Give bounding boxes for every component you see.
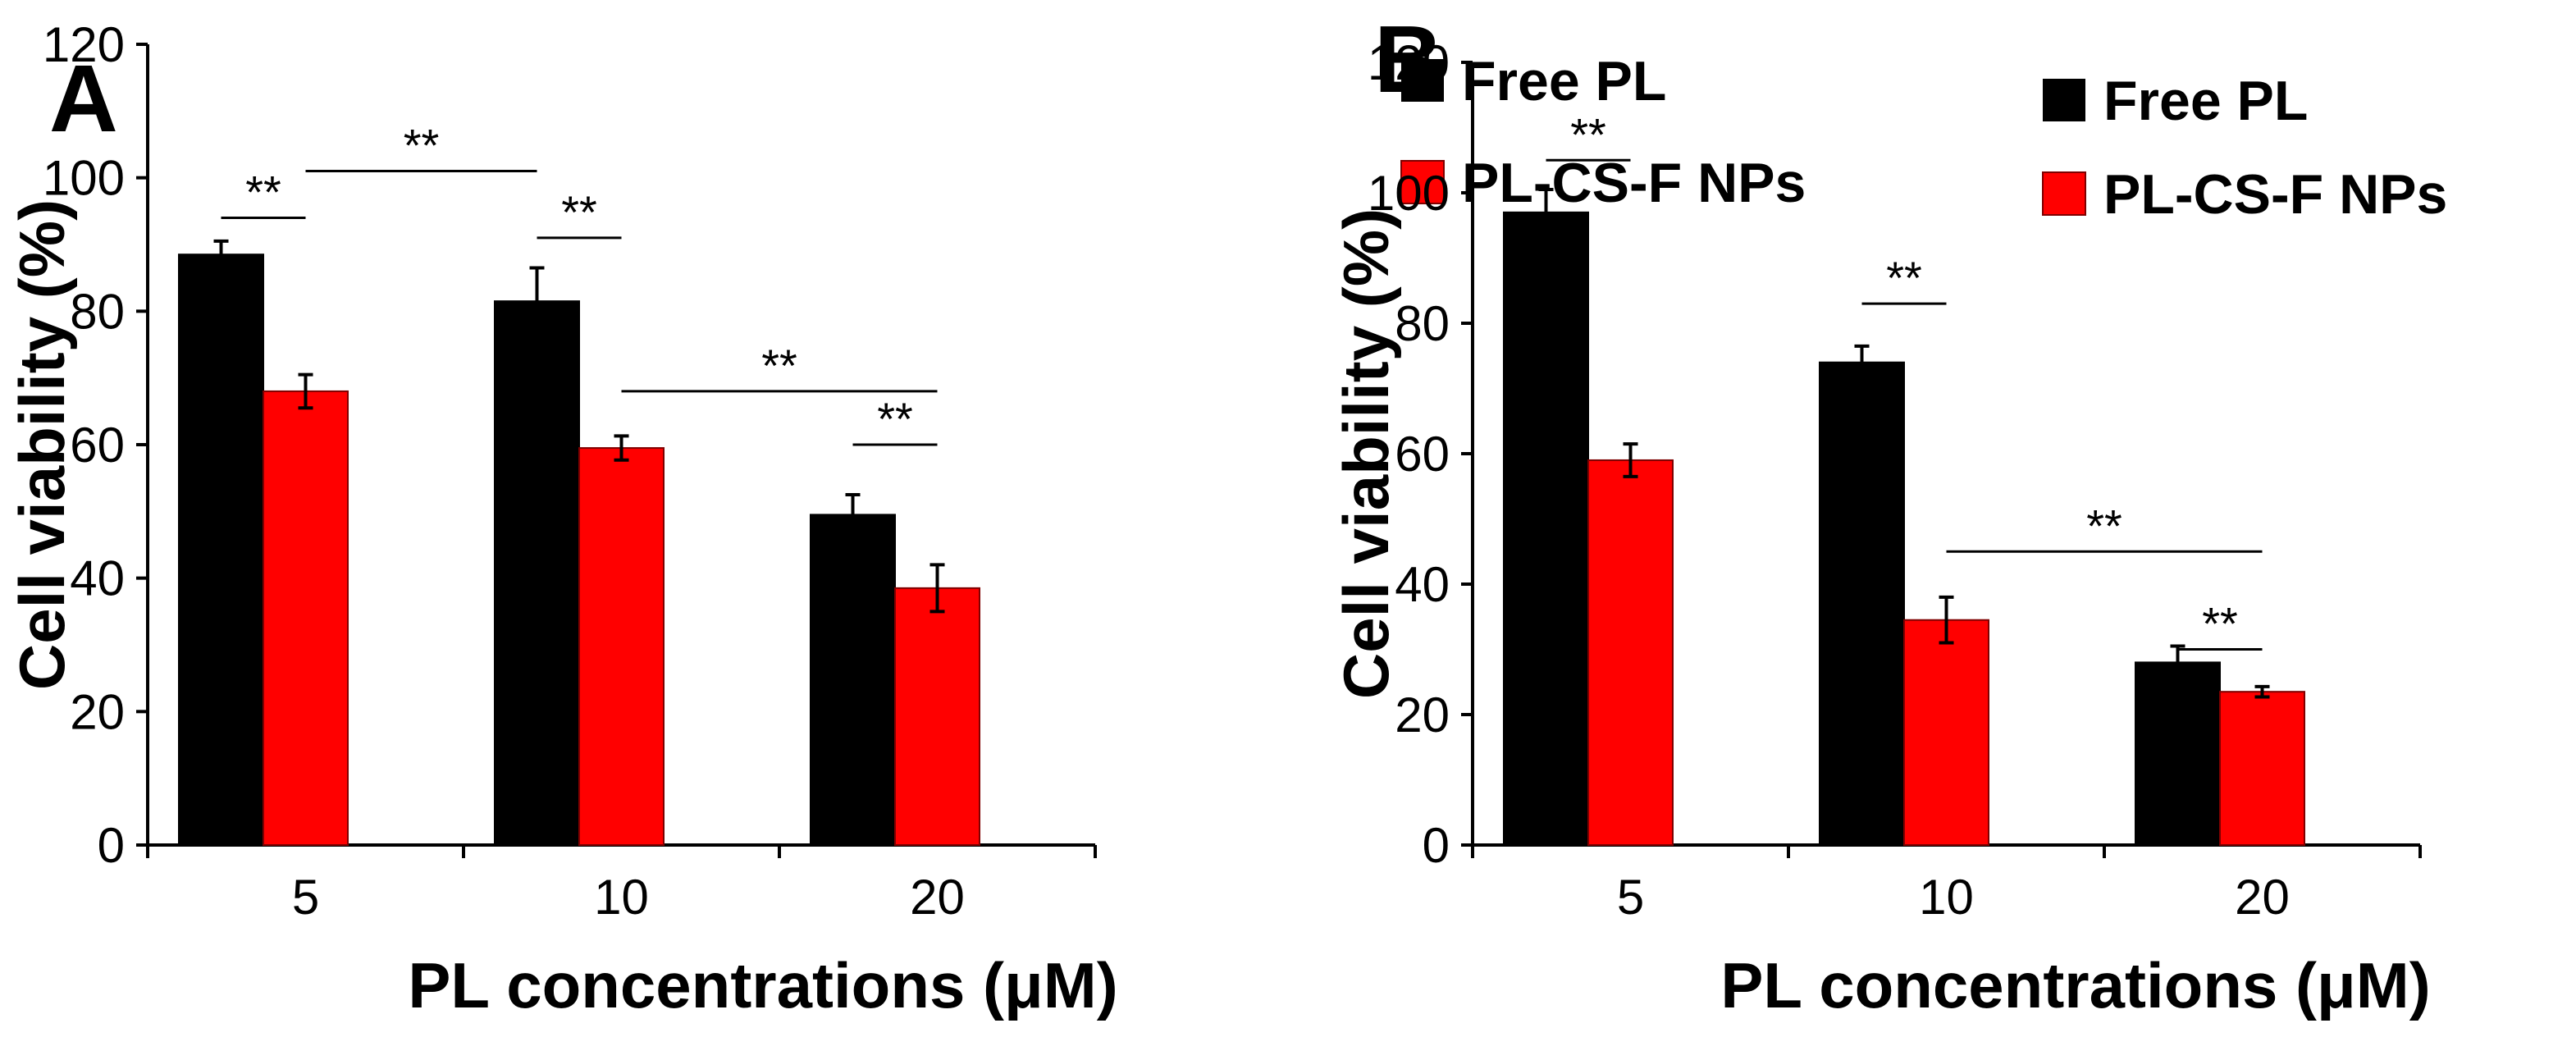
x-axis-title: PL concentrations (μM) xyxy=(1720,949,2430,1021)
significance-label: ** xyxy=(2086,500,2122,551)
y-tick-label: 20 xyxy=(70,684,125,739)
y-tick-label: 0 xyxy=(1423,818,1450,873)
legend-label-free-pl: Free PL xyxy=(1462,50,1666,112)
significance-label: ** xyxy=(1886,252,1922,304)
y-tick-label: 120 xyxy=(1368,35,1450,90)
y-tick-label: 60 xyxy=(70,418,125,473)
significance-label: ** xyxy=(245,166,281,217)
y-axis-title: Cell viability (%) xyxy=(6,199,78,690)
y-tick-label: 20 xyxy=(1395,688,1450,742)
significance-label: ** xyxy=(877,393,913,445)
bar-free-pl-5 xyxy=(178,254,264,846)
y-tick-label: 80 xyxy=(1395,296,1450,351)
panel-a: A 0 20 40 60 80 100 120 5 10 20 PL concentrations (… xyxy=(6,17,1806,1021)
bar-pl-cs-f-nps-10 xyxy=(1903,619,1989,846)
panel-letter: A xyxy=(49,45,118,152)
bar-pl-cs-f-nps-5 xyxy=(263,390,349,846)
bar-pl-cs-f-nps-5 xyxy=(1587,459,1674,846)
legend-swatch-pl-cs-f-nps xyxy=(2042,171,2086,216)
legend-swatch-pl-cs-f-nps xyxy=(1400,160,1445,204)
legend-label-free-pl: Free PL xyxy=(2103,70,2308,132)
x-axis-title: PL concentrations (μM) xyxy=(408,949,1117,1021)
x-tick-label: 20 xyxy=(910,870,965,925)
bar-pl-cs-f-nps-20 xyxy=(2219,691,2305,846)
bar-free-pl-5 xyxy=(1503,211,1589,847)
y-tick-label: 100 xyxy=(43,151,125,206)
significance-label: ** xyxy=(1570,108,1606,160)
x-tick-label: 10 xyxy=(594,870,649,925)
significance-label: ** xyxy=(404,120,440,171)
y-tick-label: 100 xyxy=(1368,166,1450,221)
x-tick-label: 20 xyxy=(2235,870,2290,925)
legend-label-pl-cs-f-nps: PL-CS-F NPs xyxy=(2103,163,2447,226)
y-tick-label: 80 xyxy=(70,284,125,339)
y-axis-title: Cell viability (%) xyxy=(1330,208,1402,699)
bar-free-pl-10 xyxy=(1819,361,1905,846)
bar-pl-cs-f-nps-10 xyxy=(578,447,665,846)
bar-free-pl-20 xyxy=(810,514,896,847)
legend-label-pl-cs-f-nps: PL-CS-F NPs xyxy=(1462,152,1806,214)
legend-swatch-free-pl xyxy=(2043,79,2085,121)
legend-swatch-free-pl xyxy=(1401,59,1444,102)
legend: Free PL PL-CS-F NPs xyxy=(2042,70,2447,226)
bar-free-pl-20 xyxy=(2135,661,2221,847)
legend: Free PL PL-CS-F NPs xyxy=(1400,50,1806,214)
y-tick-label: 0 xyxy=(98,818,125,873)
panel-letter: B xyxy=(1374,6,1443,112)
x-tick-label: 5 xyxy=(1617,870,1644,925)
x-tick-label: 5 xyxy=(292,870,319,925)
significance-label: ** xyxy=(2202,598,2238,650)
x-tick-label: 10 xyxy=(1919,870,1974,925)
significance-label: ** xyxy=(561,186,597,238)
significance-label: ** xyxy=(761,340,797,391)
bar-pl-cs-f-nps-20 xyxy=(894,587,980,846)
y-tick-label: 40 xyxy=(70,551,125,606)
y-tick-label: 40 xyxy=(1395,557,1450,612)
bar-free-pl-10 xyxy=(494,300,580,846)
panel-b: B 0 20 40 60 80 100 120 5 10 20 PL concentrations (… xyxy=(1330,6,2447,1021)
y-tick-label: 60 xyxy=(1395,427,1450,482)
y-tick-label: 120 xyxy=(43,17,125,72)
